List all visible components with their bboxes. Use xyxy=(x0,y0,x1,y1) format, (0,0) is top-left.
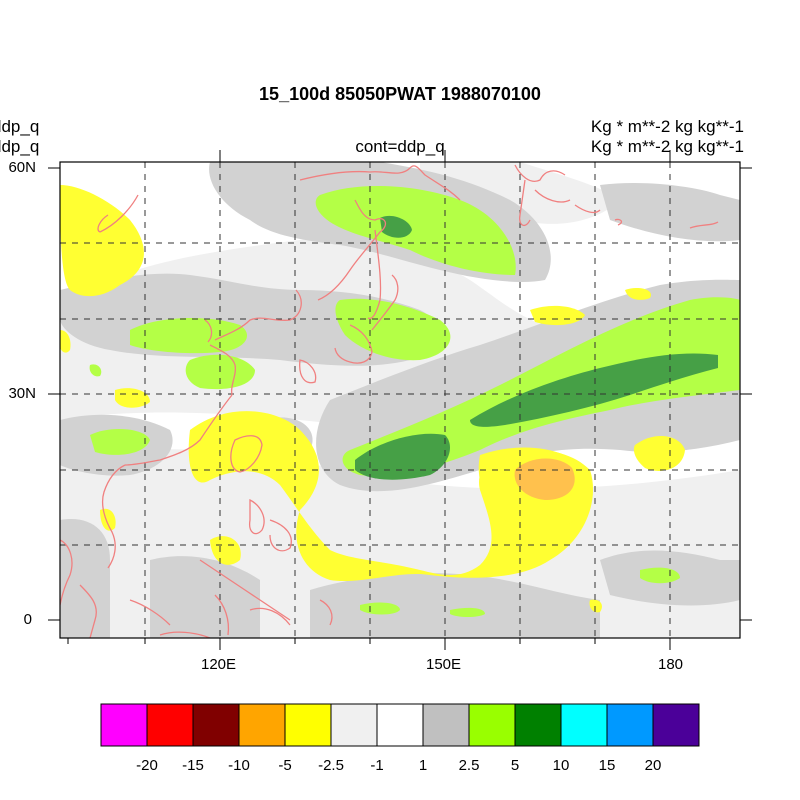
field-shading xyxy=(60,162,740,638)
y-tick-label-30n: 30N xyxy=(8,385,36,402)
left-variable-label: ddp_q xyxy=(0,117,40,136)
colorbar-swatch xyxy=(146,703,194,747)
x-tick-label-120e: 120E xyxy=(201,656,237,673)
units-label: Kg * m**-2 kg kg**-1 xyxy=(590,117,744,136)
colorbar-label: 20 xyxy=(644,757,662,774)
colorbar-swatch xyxy=(100,703,148,747)
colorbar-swatch xyxy=(514,703,562,747)
colorbar-swatch xyxy=(330,703,378,747)
y-tick-label-0: 0 xyxy=(23,611,32,628)
colorbar-label: 1 xyxy=(418,757,428,774)
colorbar-label: -20 xyxy=(136,757,158,774)
colorbar-swatch xyxy=(192,703,240,747)
map-title: 15_100d 85050PWAT 1988070100 xyxy=(259,84,541,104)
colorbar-swatch xyxy=(652,703,700,747)
colorbar-label: 2.5 xyxy=(458,757,480,774)
colorbar-swatch xyxy=(606,703,654,747)
coastlines xyxy=(60,164,719,638)
colorbar-label: -15 xyxy=(182,757,204,774)
left-variable-label-2: ddp_q xyxy=(0,137,40,156)
units-label-2: Kg * m**-2 kg kg**-1 xyxy=(590,137,744,156)
colorbar-label: -5 xyxy=(278,757,292,774)
colorbar-label: -1 xyxy=(370,757,384,774)
colorbar xyxy=(100,703,700,747)
colorbar-label: 10 xyxy=(552,757,570,774)
x-tick-label-180: 180 xyxy=(658,656,684,673)
colorbar-label: -10 xyxy=(228,757,250,774)
colorbar-label: -2.5 xyxy=(318,757,344,774)
colorbar-swatch xyxy=(422,703,470,747)
colorbar-swatch xyxy=(238,703,286,747)
map-frame xyxy=(59,161,741,639)
colorbar-swatch xyxy=(284,703,332,747)
colorbar-label: 15 xyxy=(598,757,616,774)
axis-ticks xyxy=(48,150,752,650)
colorbar-swatch xyxy=(468,703,516,747)
colorbar-swatch xyxy=(560,703,608,747)
graticule xyxy=(60,162,740,638)
contour-label: cont=ddp_q xyxy=(355,137,445,156)
colorbar-swatch xyxy=(376,703,424,747)
x-tick-label-150e: 150E xyxy=(426,656,462,673)
colorbar-label: 5 xyxy=(510,757,520,774)
y-tick-label-60n: 60N xyxy=(8,159,36,176)
